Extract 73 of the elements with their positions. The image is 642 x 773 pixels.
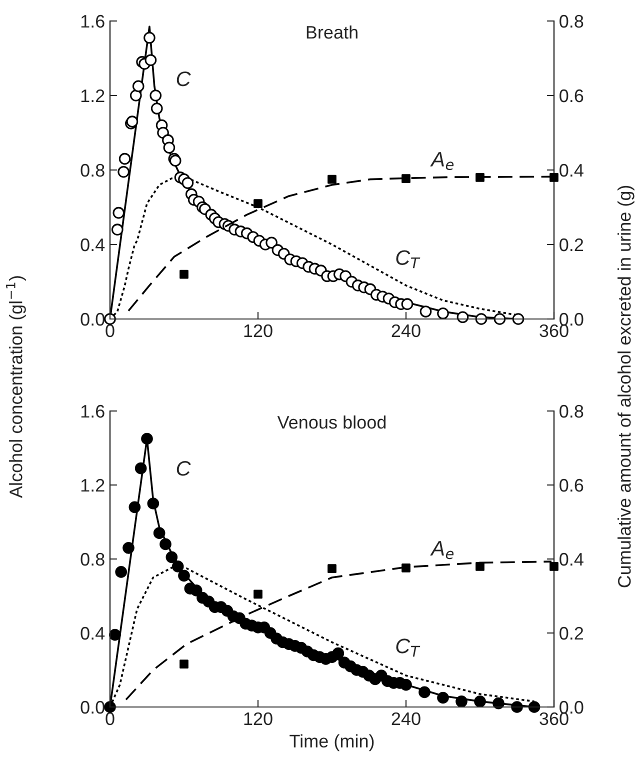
chart-title: Venous blood [277,415,386,429]
point [160,538,172,550]
point [166,551,178,564]
point [550,562,558,571]
point [402,174,410,184]
y2-tick-label: 0.4 [560,552,584,566]
point [402,563,410,572]
y-tick-label: 0.0 [80,700,104,714]
point [115,566,128,578]
point [400,678,412,691]
y2-tick-label: 0.6 [560,478,584,492]
point [437,692,449,704]
y-axis-title: Alcohol concentration (gl$^{−1}$) [6,276,26,498]
annotation: C$_{T}$ [396,250,420,268]
x-tick-label: 0 [106,324,114,338]
point [328,174,336,184]
x-tick-label: 0 [106,712,114,726]
point [128,501,141,514]
y2-tick-label: 0.6 [560,89,584,102]
y2-tick-label: 0.0 [560,700,584,714]
y-tick-label: 1.2 [81,478,104,492]
point [180,270,188,279]
y2-tick-label: 0.0 [560,312,584,326]
annotation: A$_{e}$ [430,541,454,560]
point [180,660,188,669]
y2-tick-label: 0.2 [560,238,584,252]
y2-axis-title: Cumulative amount of alcohol excreted in urine (g) [618,186,634,588]
y-tick-label: 0.8 [80,164,104,177]
annotation: C [176,461,191,476]
y2-tick-label: 0.8 [560,14,584,28]
point [328,564,336,574]
x-tick-label: 360 [540,324,568,338]
point [109,628,121,641]
point [332,647,344,660]
y-tick-label: 0.4 [80,238,105,252]
y-tick-label: 1.6 [81,404,104,418]
x-tick-label: 120 [244,712,272,726]
y-tick-label: 0.0 [80,312,104,326]
annotation: C [176,71,191,86]
y-tick-label: 1.2 [81,89,104,102]
point [254,590,262,599]
y2-tick-label: 0.2 [560,626,584,640]
y2-tick-label: 0.4 [560,164,584,177]
point [254,199,262,208]
point [476,562,484,571]
x-axis-title: Time (min) [290,734,374,752]
chart-title: Breath [306,25,358,39]
point [511,701,523,713]
y-tick-label: 1.6 [81,14,104,28]
y-tick-label: 0.8 [80,552,104,566]
annotation: C$_{T}$ [396,638,420,657]
point [492,697,504,710]
y-tick-label: 0.4 [80,626,105,640]
point [476,173,484,182]
point [147,498,160,510]
x-tick-label: 120 [244,324,272,338]
point [153,527,166,540]
point [528,701,540,713]
point [456,696,468,708]
point [178,570,190,582]
point [134,462,147,474]
x-tick-label: 360 [540,712,568,726]
point [474,696,486,708]
point [190,584,202,596]
point [550,173,558,182]
y2-tick-label: 0.8 [560,404,584,418]
x-tick-label: 240 [392,324,420,338]
point [418,686,430,698]
point [172,560,184,572]
point [141,432,153,445]
x-tick-label: 240 [392,712,420,726]
annotation: A$_{e}$ [430,152,454,170]
point [122,542,134,554]
